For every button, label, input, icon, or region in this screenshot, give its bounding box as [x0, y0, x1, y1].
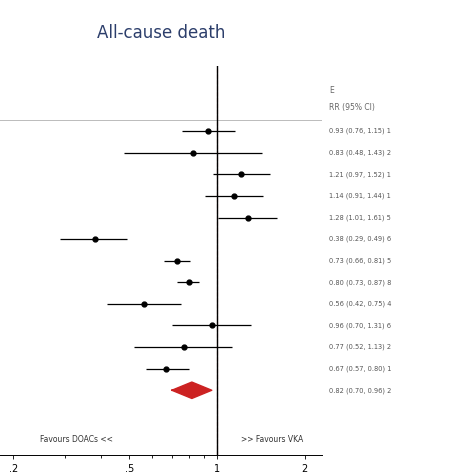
Text: 0.56 (0.42, 0.75) 4: 0.56 (0.42, 0.75) 4: [329, 301, 392, 307]
Text: 0.80 (0.73, 0.87) 8: 0.80 (0.73, 0.87) 8: [329, 279, 392, 285]
Text: 0.96 (0.70, 1.31) 6: 0.96 (0.70, 1.31) 6: [329, 322, 392, 329]
Text: 0.93 (0.76, 1.15) 1: 0.93 (0.76, 1.15) 1: [329, 128, 392, 135]
Text: 0.38 (0.29, 0.49) 6: 0.38 (0.29, 0.49) 6: [329, 236, 392, 242]
Text: 0.82 (0.70, 0.96) 2: 0.82 (0.70, 0.96) 2: [329, 387, 392, 393]
Text: E: E: [329, 86, 334, 95]
Text: 0.77 (0.52, 1.13) 2: 0.77 (0.52, 1.13) 2: [329, 344, 392, 350]
Text: 1.28 (1.01, 1.61) 5: 1.28 (1.01, 1.61) 5: [329, 214, 392, 221]
Text: 1.21 (0.97, 1.52) 1: 1.21 (0.97, 1.52) 1: [329, 171, 392, 178]
Text: 0.67 (0.57, 0.80) 1: 0.67 (0.57, 0.80) 1: [329, 365, 392, 372]
Text: RR (95% CI): RR (95% CI): [329, 103, 375, 112]
Polygon shape: [172, 382, 212, 399]
Text: 0.73 (0.66, 0.81) 5: 0.73 (0.66, 0.81) 5: [329, 257, 392, 264]
Text: 0.83 (0.48, 1.43) 2: 0.83 (0.48, 1.43) 2: [329, 149, 392, 156]
Text: All-cause death: All-cause death: [97, 24, 225, 42]
Text: >> Favours VKA: >> Favours VKA: [241, 436, 303, 445]
Text: Favours DOACs <<: Favours DOACs <<: [40, 436, 113, 445]
Text: 1.14 (0.91, 1.44) 1: 1.14 (0.91, 1.44) 1: [329, 192, 391, 199]
